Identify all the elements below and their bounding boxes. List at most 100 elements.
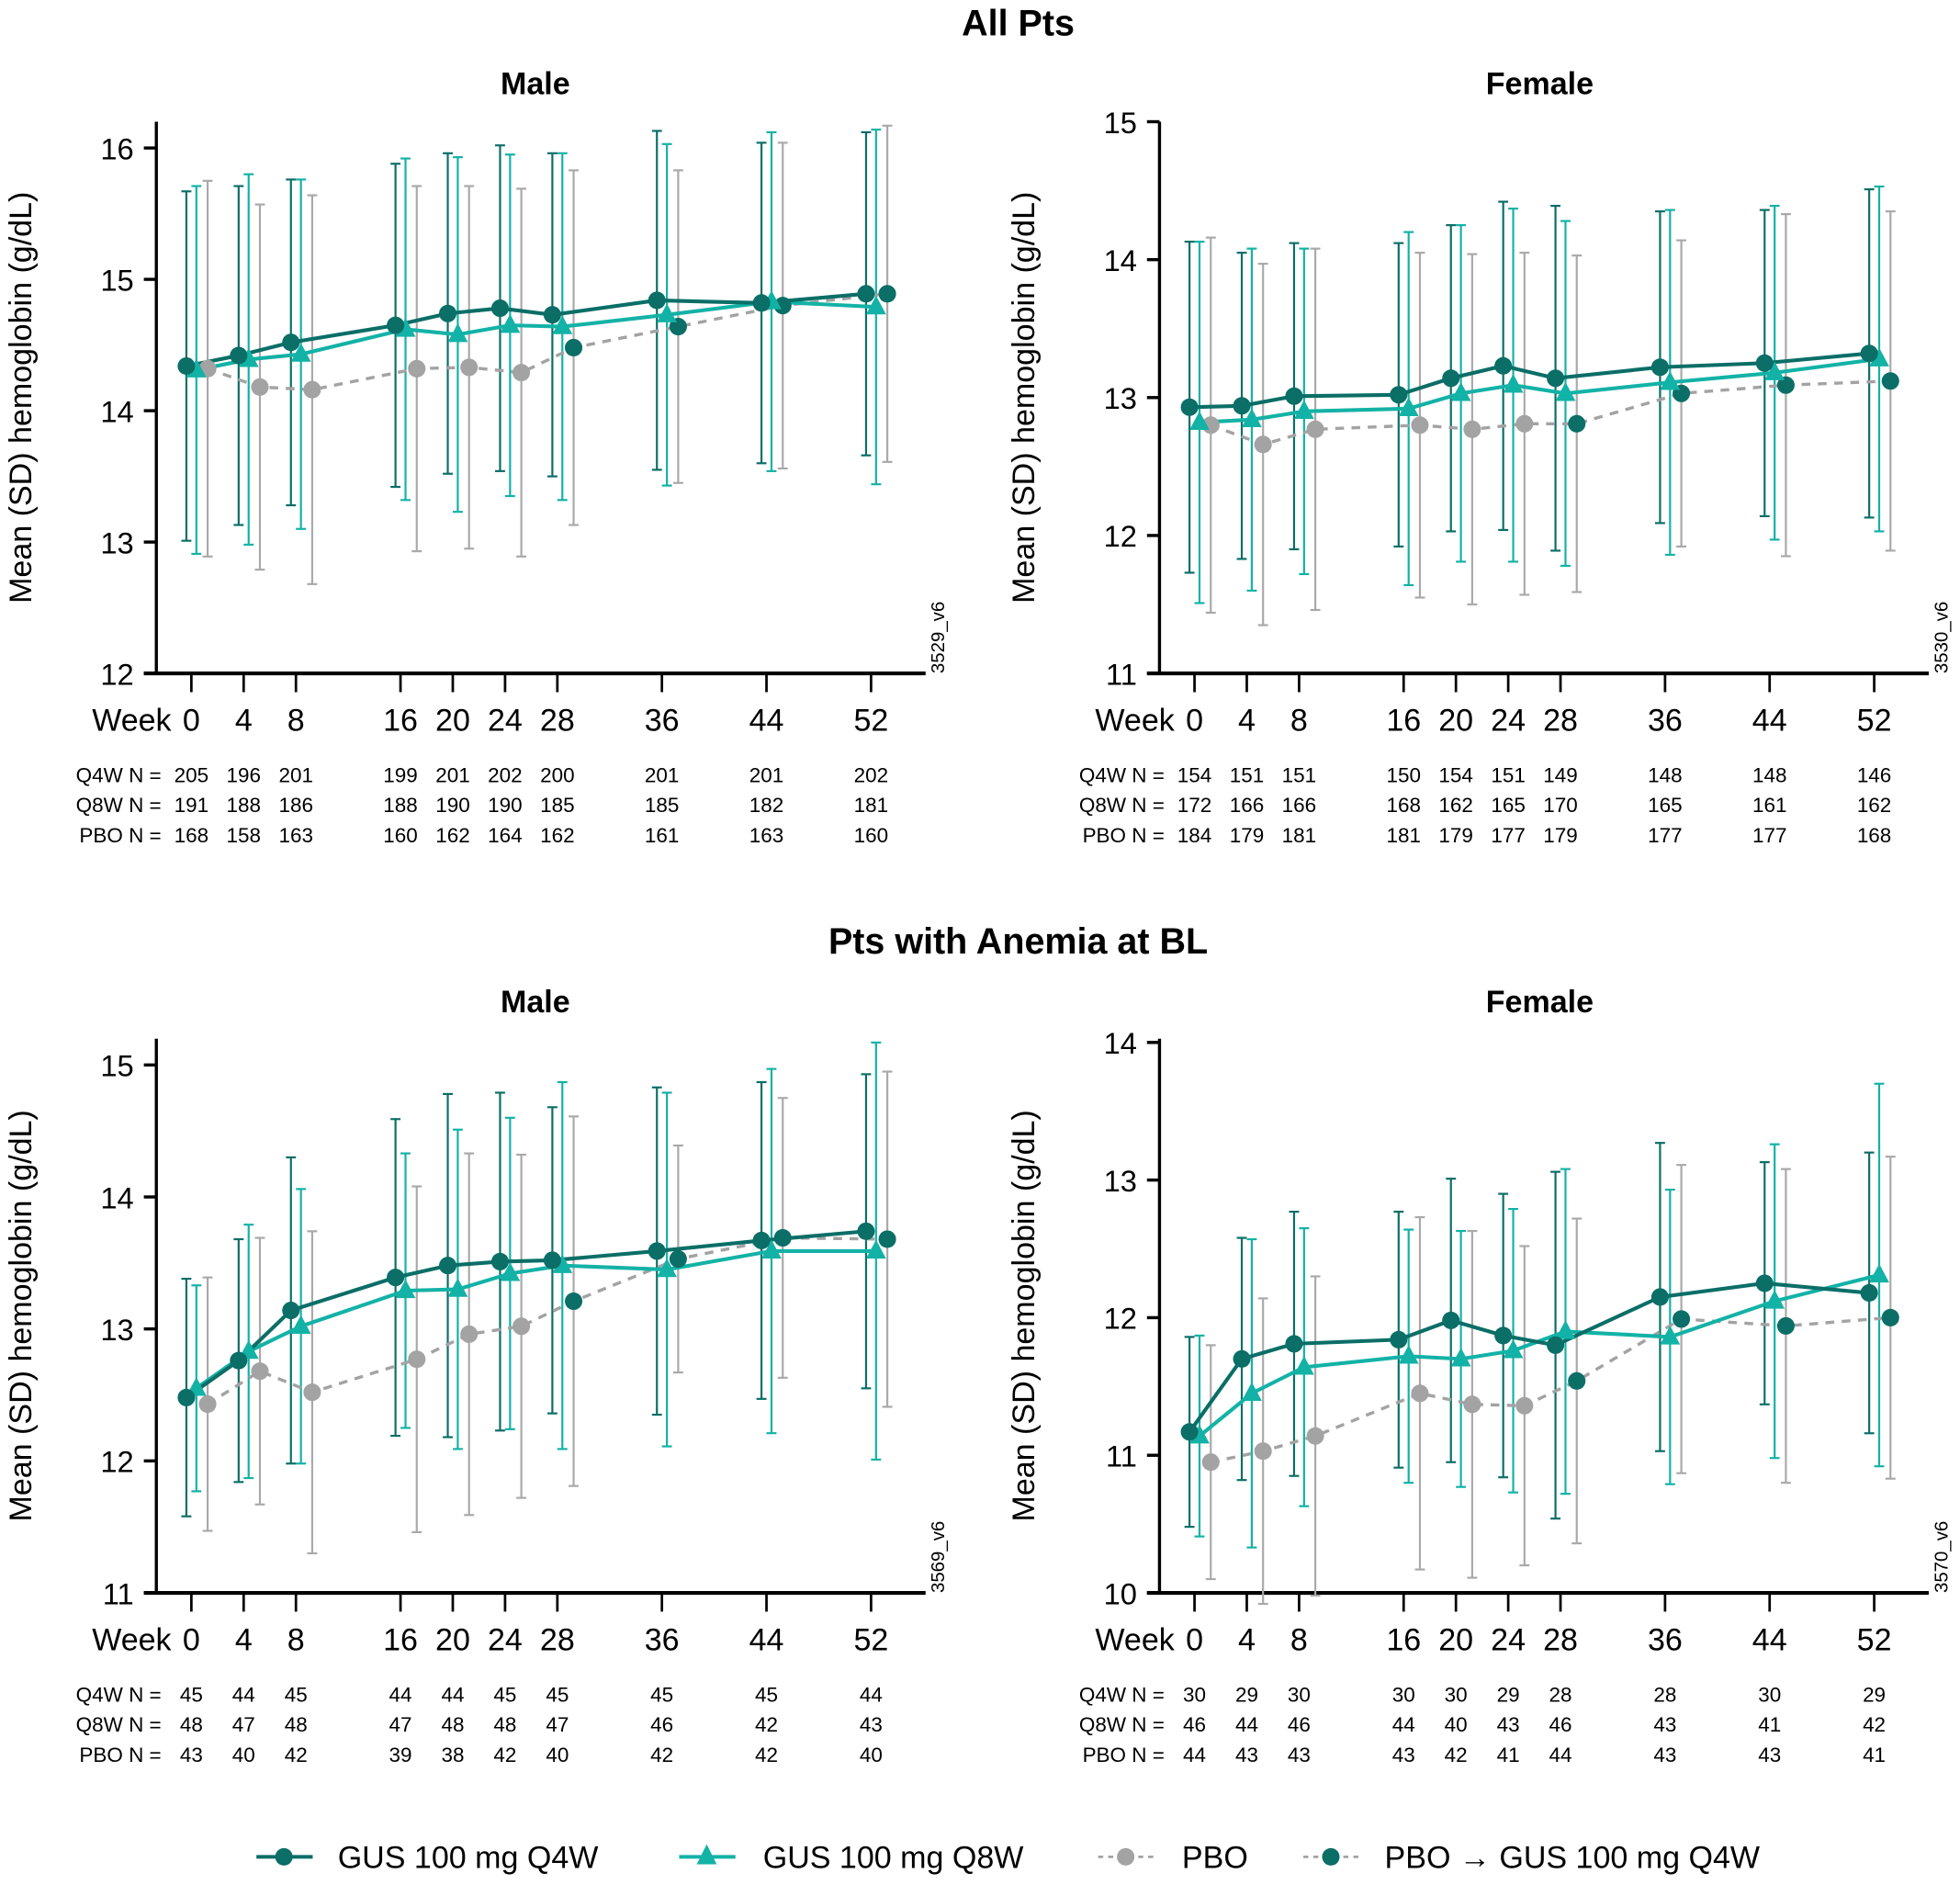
x-tick-label: 28 bbox=[1543, 704, 1578, 739]
n-cell-q4w: 201 bbox=[435, 764, 470, 787]
n-cell-pbo: 163 bbox=[749, 824, 784, 847]
n-cell-q8w: 182 bbox=[749, 794, 784, 817]
y-tick-label: 16 bbox=[100, 131, 133, 165]
y-tick-label: 13 bbox=[1104, 1164, 1137, 1198]
n-cell-pbo: 179 bbox=[1230, 824, 1265, 847]
n-cell-pbo: 179 bbox=[1438, 824, 1473, 847]
marker-q8w bbox=[1450, 382, 1471, 401]
x-tick-label: 16 bbox=[1386, 1623, 1421, 1658]
y-tick-label: 13 bbox=[100, 525, 133, 559]
n-cell-pbo: 43 bbox=[180, 1744, 203, 1766]
marker-q4w bbox=[1233, 397, 1251, 415]
marker-pbo-gus bbox=[878, 1230, 896, 1248]
n-cell-pbo: 39 bbox=[389, 1744, 412, 1766]
x-tick-label: 52 bbox=[853, 704, 888, 739]
y-tick-label: 14 bbox=[1104, 1026, 1137, 1060]
n-cell-pbo: 44 bbox=[1549, 1744, 1572, 1766]
n-cell-pbo: 177 bbox=[1752, 824, 1787, 847]
n-row-label-pbo: PBO N = bbox=[79, 1744, 161, 1766]
y-axis-label: Mean (SD) hemoglobin (g/dL) bbox=[1007, 1110, 1042, 1521]
n-cell-pbo: 184 bbox=[1177, 824, 1212, 847]
n-cell-pbo: 160 bbox=[854, 824, 889, 847]
y-tick-label: 13 bbox=[1104, 381, 1137, 415]
n-cell-q8w: 41 bbox=[1758, 1713, 1781, 1736]
marker-pbo-gus bbox=[1881, 372, 1899, 390]
x-axis-label: Week bbox=[1095, 1623, 1175, 1658]
series-line-q8w bbox=[196, 299, 876, 372]
n-cell-q8w: 42 bbox=[755, 1713, 778, 1736]
marker-pbo bbox=[1411, 1384, 1429, 1403]
series-line-q8w bbox=[195, 1248, 876, 1391]
marker-pbo-gus bbox=[1881, 1308, 1899, 1326]
n-cell-q8w: 165 bbox=[1491, 794, 1526, 817]
marker-q8w bbox=[761, 1239, 782, 1259]
n-cell-q8w: 191 bbox=[175, 794, 209, 817]
marker-pbo bbox=[460, 1325, 479, 1343]
n-cell-q4w: 30 bbox=[1445, 1684, 1468, 1707]
marker-pbo bbox=[513, 1317, 531, 1336]
marker-q4w bbox=[648, 291, 666, 310]
marker-q8w bbox=[1398, 1345, 1419, 1364]
x-tick-label: 28 bbox=[1543, 1623, 1578, 1658]
marker-q8w bbox=[290, 1315, 311, 1334]
marker-q4w bbox=[857, 285, 875, 303]
marker-pbo bbox=[513, 364, 531, 382]
legend-triangle-icon bbox=[696, 1844, 717, 1865]
n-cell-q8w: 162 bbox=[1438, 794, 1473, 817]
n-cell-q4w: 29 bbox=[1863, 1684, 1886, 1707]
n-cell-q4w: 201 bbox=[278, 764, 313, 787]
x-tick-label: 20 bbox=[435, 704, 470, 739]
x-tick-label: 0 bbox=[183, 1623, 200, 1658]
n-cell-pbo: 43 bbox=[1758, 1744, 1781, 1766]
marker-q4w bbox=[490, 299, 509, 318]
marker-q8w bbox=[447, 322, 468, 343]
x-tick-label: 36 bbox=[1648, 1623, 1683, 1658]
x-tick-label: 20 bbox=[1438, 1623, 1473, 1658]
marker-pbo-gus bbox=[565, 338, 583, 356]
y-tick-label: 11 bbox=[103, 1576, 134, 1610]
n-cell-pbo: 41 bbox=[1497, 1744, 1520, 1766]
section-title-all-pts: All Pts bbox=[962, 4, 1075, 44]
n-cell-q4w: 202 bbox=[854, 764, 889, 787]
x-tick-label: 4 bbox=[235, 1623, 253, 1658]
marker-q8w bbox=[1503, 1339, 1524, 1359]
n-cell-pbo: 177 bbox=[1491, 824, 1526, 847]
marker-q8w bbox=[290, 343, 311, 362]
n-cell-q4w: 150 bbox=[1387, 764, 1422, 787]
marker-q4w bbox=[1860, 1283, 1878, 1302]
n-cell-q8w: 44 bbox=[1392, 1713, 1415, 1736]
n-cell-q8w: 186 bbox=[278, 794, 313, 817]
marker-q4w bbox=[439, 1257, 457, 1275]
x-tick-label: 44 bbox=[1752, 704, 1787, 739]
marker-q4w bbox=[177, 356, 196, 376]
marker-q4w bbox=[1233, 1349, 1251, 1368]
n-cell-q4w: 151 bbox=[1491, 764, 1526, 787]
n-cell-q4w: 45 bbox=[180, 1684, 203, 1707]
marker-pbo-gus bbox=[669, 1249, 687, 1269]
marker-pbo-gus bbox=[773, 297, 792, 315]
n-cell-q4w: 44 bbox=[860, 1684, 883, 1707]
n-cell-q8w: 46 bbox=[1183, 1713, 1206, 1736]
legend-label-pbo_gus: PBO → GUS 100 mg Q4W bbox=[1385, 1841, 1761, 1876]
x-tick-label: 0 bbox=[183, 704, 200, 739]
legend-label-q4w: GUS 100 mg Q4W bbox=[338, 1841, 599, 1876]
section-title-anemia: Pts with Anemia at BL bbox=[828, 921, 1208, 962]
n-cell-q8w: 172 bbox=[1177, 794, 1212, 817]
n-cell-q4w: 45 bbox=[650, 1684, 673, 1707]
n-cell-q8w: 47 bbox=[232, 1713, 255, 1736]
marker-q8w bbox=[1503, 374, 1524, 393]
marker-q4w bbox=[1180, 398, 1199, 416]
n-cell-pbo: 43 bbox=[1288, 1744, 1311, 1766]
marker-q8w bbox=[1764, 361, 1785, 380]
marker-q4w bbox=[857, 1222, 875, 1240]
marker-q4w bbox=[1547, 369, 1565, 388]
n-cell-pbo: 44 bbox=[1183, 1744, 1206, 1766]
x-tick-label: 0 bbox=[1186, 704, 1203, 739]
n-cell-q4w: 30 bbox=[1288, 1684, 1311, 1707]
n-cell-pbo: 41 bbox=[1863, 1744, 1886, 1766]
marker-pbo bbox=[1463, 420, 1481, 438]
marker-q8w bbox=[657, 1258, 678, 1278]
n-cell-pbo: 168 bbox=[1857, 824, 1892, 847]
n-cell-pbo: 158 bbox=[227, 824, 262, 847]
x-tick-label: 24 bbox=[1491, 1623, 1526, 1658]
